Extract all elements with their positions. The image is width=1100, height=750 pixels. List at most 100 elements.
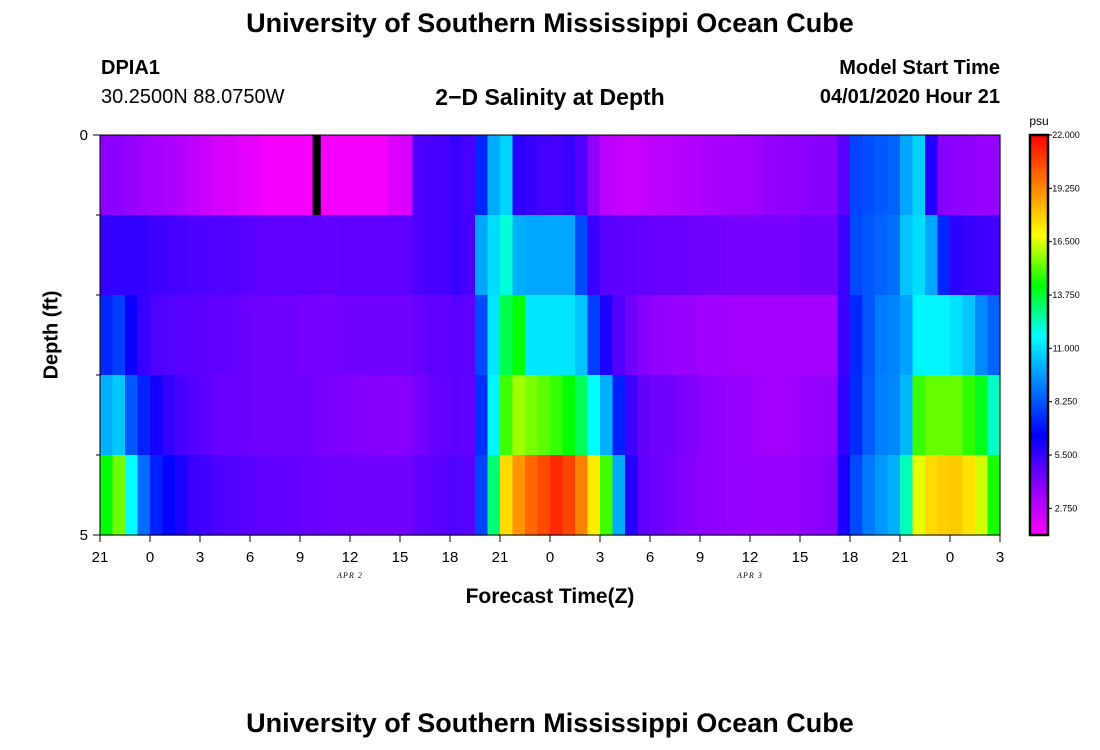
heatmap-cell xyxy=(450,135,464,216)
heatmap-cell xyxy=(450,455,464,536)
heatmap-cell xyxy=(462,295,476,376)
heatmap-cell xyxy=(262,375,276,456)
heatmap-cell xyxy=(712,455,726,536)
heatmap-cell xyxy=(850,135,864,216)
heatmap-cell xyxy=(387,375,401,456)
heatmap-cell xyxy=(700,215,714,296)
heatmap-cell xyxy=(975,135,989,216)
heatmap-cell xyxy=(650,135,664,216)
missing-data-marker-layer xyxy=(312,135,321,215)
heatmap-cell xyxy=(462,215,476,296)
heatmap-cell xyxy=(812,295,826,376)
heatmap-cell xyxy=(187,375,201,456)
heatmap-cell xyxy=(237,295,251,376)
heatmap-cell xyxy=(875,295,889,376)
heatmap-cell xyxy=(225,295,239,376)
heatmap-cell xyxy=(600,455,614,536)
heatmap-cell xyxy=(437,135,451,216)
heatmap-cell xyxy=(162,455,176,536)
heatmap-cell xyxy=(887,215,901,296)
heatmap-cell xyxy=(987,215,1001,296)
heatmap-cell xyxy=(762,375,776,456)
heatmap-cell xyxy=(162,215,176,296)
heatmap-cell xyxy=(400,215,414,296)
heatmap-cell xyxy=(437,375,451,456)
heatmap-cell xyxy=(237,215,251,296)
heatmap-cell xyxy=(650,215,664,296)
heatmap-cell xyxy=(737,295,751,376)
heatmap-cell xyxy=(975,295,989,376)
heatmap-cell xyxy=(537,375,551,456)
heatmap-cell xyxy=(787,295,801,376)
heatmap-cell xyxy=(262,295,276,376)
x-tick-label: 21 xyxy=(892,549,909,566)
colorbar-gradient xyxy=(1028,133,1050,537)
heatmap-cell xyxy=(975,215,989,296)
page-title: University of Southern Mississippi Ocean… xyxy=(246,8,854,38)
heatmap-cell xyxy=(112,135,126,216)
heatmap-cell xyxy=(412,295,426,376)
heatmap-cell xyxy=(250,135,264,216)
heatmap-cell xyxy=(150,455,164,536)
heatmap-cell xyxy=(150,375,164,456)
heatmap-cell xyxy=(150,135,164,216)
heatmap-cell xyxy=(662,375,676,456)
heatmap-cell xyxy=(487,135,501,216)
heatmap-cell xyxy=(975,375,989,456)
heatmap-cell xyxy=(400,295,414,376)
heatmap-cell xyxy=(525,375,539,456)
missing-data-marker xyxy=(312,135,321,215)
heatmap-cell xyxy=(287,295,301,376)
heatmap-cell xyxy=(150,295,164,376)
heatmap-cell xyxy=(500,215,514,296)
x-tick-label: 0 xyxy=(546,549,554,566)
heatmap-cell xyxy=(312,375,326,456)
heatmap-cell xyxy=(662,135,676,216)
heatmap-cell xyxy=(875,455,889,536)
heatmap-cell xyxy=(850,375,864,456)
heatmap-cell xyxy=(637,455,651,536)
heatmap-cell xyxy=(500,455,514,536)
heatmap-cell xyxy=(250,375,264,456)
heatmap-cell xyxy=(375,375,389,456)
heatmap-cell xyxy=(637,375,651,456)
heatmap-cell xyxy=(437,215,451,296)
heatmap-cell xyxy=(687,375,701,456)
heatmap-cell xyxy=(387,135,401,216)
heatmap-cell xyxy=(212,215,226,296)
heatmap-cell xyxy=(337,295,351,376)
x-tick-label: 3 xyxy=(596,549,604,566)
heatmap-cell xyxy=(862,375,876,456)
x-tick-label: 3 xyxy=(996,549,1004,566)
heatmap-cell xyxy=(625,135,639,216)
heatmap-cell xyxy=(487,375,501,456)
heatmap-cell xyxy=(925,135,939,216)
x-tick-label: 18 xyxy=(442,549,459,566)
heatmap-cell xyxy=(887,135,901,216)
heatmap-cell xyxy=(675,215,689,296)
heatmap-cell xyxy=(362,455,376,536)
heatmap-cell xyxy=(537,455,551,536)
heatmap-cell xyxy=(137,215,151,296)
heatmap-cell xyxy=(100,215,114,296)
footer-title: University of Southern Mississippi Ocean… xyxy=(246,708,854,738)
heatmap-cell xyxy=(500,135,514,216)
heatmap-cell xyxy=(437,455,451,536)
heatmap-cell xyxy=(937,135,951,216)
heatmap-cell xyxy=(875,215,889,296)
heatmap-cell xyxy=(712,135,726,216)
heatmap-cell xyxy=(187,135,201,216)
colorbar-tick-label: 13.750 xyxy=(1052,290,1080,300)
heatmap-cell xyxy=(300,455,314,536)
heatmap-cell xyxy=(112,215,126,296)
heatmap-cell xyxy=(987,375,1001,456)
heatmap-cell xyxy=(550,375,564,456)
heatmap-cell xyxy=(837,135,851,216)
heatmap-cell xyxy=(425,215,439,296)
x-date-label: APR 2 xyxy=(336,571,363,580)
heatmap-cell xyxy=(837,375,851,456)
heatmap-cell xyxy=(750,215,764,296)
heatmap-cell xyxy=(700,295,714,376)
heatmap-cell xyxy=(550,215,564,296)
heatmap-cell xyxy=(587,375,601,456)
